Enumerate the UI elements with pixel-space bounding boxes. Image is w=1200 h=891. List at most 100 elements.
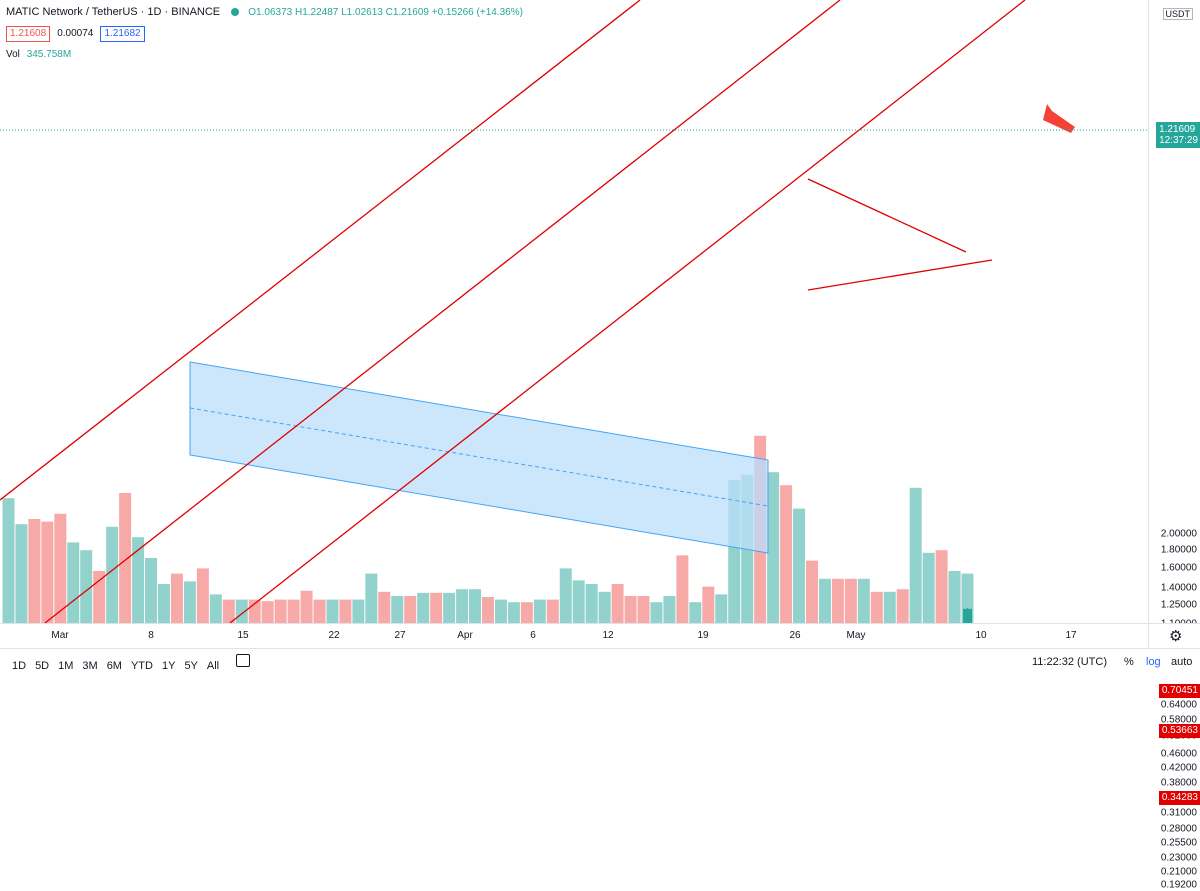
range-button-1y[interactable]: 1Y	[161, 660, 176, 672]
time-axis[interactable]: Mar 8 15 22 27 Apr 6 12 19 26 May 10 17	[0, 623, 1148, 649]
time-label: 8	[148, 630, 154, 641]
percent-toggle[interactable]: %	[1124, 656, 1134, 668]
volume-bar	[909, 487, 922, 623]
volume-bar	[624, 595, 637, 623]
volume-bar	[611, 584, 624, 623]
volume-bar	[196, 568, 209, 623]
price-tick-label: 1.40000	[1160, 582, 1197, 594]
volume-bar	[767, 472, 780, 623]
legend-quote-row: 1.21608 0.00074 1.21682	[6, 26, 149, 42]
range-button-ytd[interactable]: YTD	[130, 660, 153, 672]
time-label: 15	[237, 630, 249, 641]
triangle-upper-line	[807, 178, 967, 253]
price-tick-label: 0.64000	[1160, 699, 1197, 711]
currency-label[interactable]: USDT	[1162, 8, 1193, 20]
diagonal-line-1	[0, 0, 641, 501]
volume-bar	[157, 584, 170, 623]
volume-bar	[287, 599, 300, 623]
volume-bar	[235, 599, 248, 623]
candle-layer	[963, 607, 973, 623]
volume-bar	[922, 552, 935, 623]
volume-bar	[546, 599, 559, 623]
volume-bar	[935, 550, 948, 623]
drawings-layer	[0, 0, 1075, 623]
time-label: 26	[789, 630, 801, 641]
price-tick-label: 1.80000	[1160, 544, 1197, 556]
volume-bar	[404, 595, 417, 623]
symbol-title[interactable]: MATIC Network / TetherUS · 1D · BINANCE	[6, 6, 221, 18]
level-price-tag: 0.34283	[1158, 791, 1200, 806]
price-tick-label: 0.19200	[1160, 879, 1197, 891]
volume-bar	[274, 599, 287, 623]
volume-bar	[54, 513, 67, 623]
volume-bar	[300, 590, 313, 623]
volume-bar	[494, 599, 507, 623]
volume-bar	[676, 555, 689, 623]
price-tick-label: 0.23000	[1160, 852, 1197, 864]
chart-settings-corner[interactable]: ⚙	[1148, 623, 1200, 649]
time-label: Mar	[51, 630, 69, 641]
volume-bar	[352, 599, 365, 623]
candle-body	[963, 608, 973, 623]
level-price-tag: 0.53663	[1158, 724, 1200, 739]
volume-bar	[650, 602, 663, 623]
price-chart-svg[interactable]	[0, 0, 1148, 623]
range-button-5d[interactable]: 5D	[35, 660, 50, 672]
volume-bar	[2, 498, 15, 623]
volume-bar	[572, 580, 585, 623]
volume-bar	[559, 568, 572, 623]
chart-pane[interactable]: MATIC Network / TetherUS · 1D · BINANCE …	[0, 0, 1148, 623]
utc-clock[interactable]: 11:22:32 (UTC)	[1032, 656, 1107, 668]
triangle-lower-line	[807, 259, 993, 291]
volume-bar	[857, 578, 870, 623]
range-button-3m[interactable]: 3M	[82, 660, 98, 672]
level-price-tag: 0.70451	[1158, 683, 1200, 698]
volume-value: 345.758M	[26, 49, 72, 60]
range-button-5y[interactable]: 5Y	[184, 660, 198, 672]
time-label: 27	[394, 630, 406, 641]
bid-price-box[interactable]: 1.21608	[6, 26, 51, 42]
ask-price-box[interactable]: 1.21682	[100, 26, 145, 42]
range-button-6m[interactable]: 6M	[106, 660, 122, 672]
legend-symbol-row: MATIC Network / TetherUS · 1D · BINANCE …	[6, 6, 523, 18]
time-label: 19	[697, 630, 709, 641]
volume-bar	[883, 591, 896, 623]
price-tick-label: 1.25000	[1160, 599, 1197, 611]
range-button-all[interactable]: All	[206, 660, 220, 672]
price-axis[interactable]: USDT 2.00000 1.80000 1.60000 1.40000 1.25000…	[1148, 0, 1200, 891]
ohlc-values: O1.06373 H1.22487 L1.02613 C1.21609 +0.1…	[248, 7, 523, 18]
volume-bar	[417, 592, 430, 623]
volume-bar	[80, 550, 93, 623]
time-label: 17	[1065, 630, 1077, 641]
volume-bar	[430, 592, 443, 623]
volume-bar	[585, 584, 598, 623]
red-arrow-icon	[1043, 104, 1075, 133]
volume-bar	[663, 595, 676, 623]
price-tick-label: 1.60000	[1160, 562, 1197, 574]
volume-bar	[844, 578, 857, 623]
auto-scale-toggle[interactable]: auto	[1171, 656, 1193, 668]
volume-bar	[132, 537, 145, 623]
volume-bar	[261, 601, 274, 623]
volume-bar	[780, 485, 793, 623]
volume-bar	[793, 508, 806, 623]
volume-bar	[365, 573, 378, 623]
volume-bar	[948, 571, 961, 623]
range-button-1d[interactable]: 1D	[12, 660, 27, 672]
volume-bar	[598, 591, 611, 623]
range-button-1m[interactable]: 1M	[58, 660, 74, 672]
volume-bar	[469, 589, 482, 623]
goto-date-icon[interactable]	[236, 654, 250, 667]
gear-icon[interactable]: ⚙	[1169, 628, 1183, 645]
volume-bar	[481, 597, 494, 623]
volume-bar	[896, 589, 909, 623]
date-range-buttons: 1D 5D 1M 3M 6M YTD 1Y 5Y All	[12, 656, 228, 674]
volume-bar	[689, 602, 702, 623]
volume-bar	[28, 519, 41, 623]
price-tick-label: 0.31000	[1160, 807, 1197, 819]
time-label: Apr	[457, 630, 473, 641]
volume-bar	[93, 571, 106, 623]
log-scale-toggle[interactable]: log	[1146, 656, 1161, 668]
volume-bar	[67, 542, 80, 623]
volume-bar	[391, 595, 404, 623]
